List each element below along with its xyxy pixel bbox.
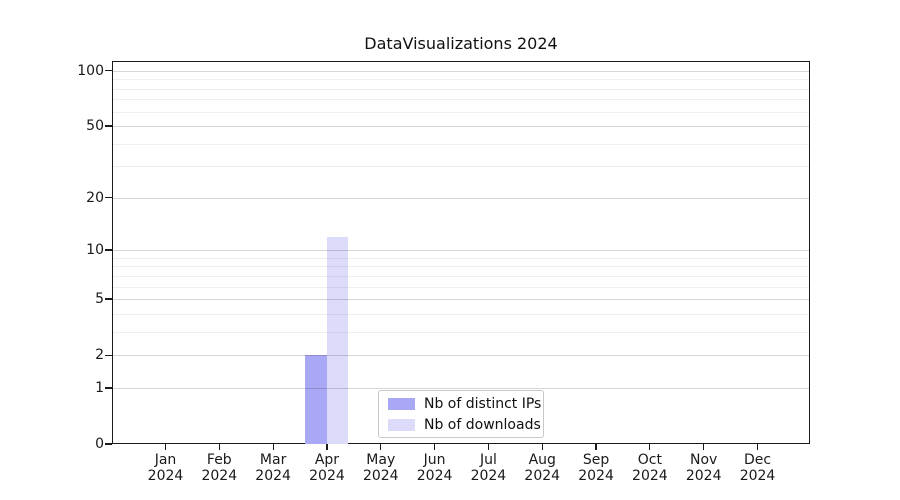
gridline-minor <box>113 88 809 90</box>
x-tick-label: Mar 2024 <box>241 452 305 484</box>
x-tick-month: Apr <box>314 452 340 468</box>
legend-swatch <box>388 397 415 410</box>
x-tick-year: 2024 <box>416 468 453 484</box>
y-tick-label: 0 <box>95 436 104 452</box>
bar-nb-of-downloads-apr <box>326 236 349 444</box>
chart-title: DataVisualizations 2024 <box>364 34 558 53</box>
y-tick-mark <box>105 70 112 72</box>
gridline-minor <box>113 286 809 288</box>
y-tick-label: 100 <box>77 62 104 79</box>
gridline-major <box>113 125 809 127</box>
x-tick-mark <box>164 444 167 450</box>
x-tick-label: Nov 2024 <box>672 452 736 484</box>
x-tick-month: Jun <box>423 452 446 468</box>
gridline-minor <box>113 266 809 268</box>
gridline-major <box>113 355 809 357</box>
x-tick-year: 2024 <box>201 468 238 484</box>
gridline-major <box>113 197 809 199</box>
y-tick-label: 5 <box>95 291 104 308</box>
x-tick-mark <box>380 444 382 450</box>
x-tick-label: Jun 2024 <box>403 452 467 484</box>
x-tick-month: Feb <box>206 452 232 468</box>
legend-item: Nb of downloads <box>388 417 541 433</box>
gridline-minor <box>113 331 809 333</box>
x-tick-month: Dec <box>743 452 772 468</box>
legend-item: Nb of distinct IPs <box>388 396 541 412</box>
x-tick-label: Oct 2024 <box>618 452 682 484</box>
x-tick-year: 2024 <box>739 468 776 484</box>
x-tick-mark <box>541 444 543 450</box>
y-tick-mark <box>105 354 112 356</box>
x-tick-month: Sep <box>582 452 610 468</box>
gridline-minor <box>113 79 809 81</box>
y-tick-mark <box>105 197 112 199</box>
x-tick-mark <box>649 444 651 450</box>
x-tick-mark <box>218 444 220 450</box>
x-tick-mark <box>434 444 436 450</box>
y-tick-label: 10 <box>86 242 104 259</box>
gridline-minor <box>113 257 809 259</box>
gridline-minor <box>113 313 809 315</box>
y-tick-mark <box>105 298 112 300</box>
x-tick-year: 2024 <box>147 468 184 484</box>
x-tick-mark <box>487 444 489 450</box>
y-tick-label: 2 <box>95 347 104 364</box>
x-tick-label: Feb 2024 <box>187 452 251 484</box>
y-tick-label: 50 <box>86 117 104 134</box>
gridline-major <box>113 299 809 301</box>
plot-area <box>112 61 810 444</box>
x-tick-year: 2024 <box>255 468 291 484</box>
x-tick-year: 2024 <box>362 468 399 484</box>
x-tick-label: Aug 2024 <box>510 452 574 484</box>
y-tick-mark <box>105 443 112 445</box>
x-tick-mark <box>703 444 705 450</box>
x-tick-month: Jul <box>479 452 497 468</box>
gridline-major <box>113 250 809 252</box>
gridline-minor <box>113 275 809 277</box>
x-tick-month: Mar <box>259 452 287 468</box>
x-tick-year: 2024 <box>685 468 722 484</box>
gridline-minor <box>113 166 809 168</box>
x-tick-label: Apr 2024 <box>295 452 359 484</box>
legend-label: Nb of distinct IPs <box>424 395 542 412</box>
x-tick-label: Jul 2024 <box>456 452 520 484</box>
legend-label: Nb of downloads <box>424 416 541 433</box>
x-tick-label: May 2024 <box>349 452 413 484</box>
y-tick-mark <box>105 249 112 251</box>
x-tick-year: 2024 <box>309 468 345 484</box>
x-tick-mark <box>326 444 328 450</box>
x-tick-month: May <box>366 452 396 468</box>
x-tick-year: 2024 <box>632 468 668 484</box>
x-tick-year: 2024 <box>524 468 561 484</box>
x-tick-label: Jan 2024 <box>134 452 198 484</box>
x-tick-month: Oct <box>637 452 662 468</box>
legend: Nb of distinct IPs Nb of downloads <box>378 390 544 438</box>
x-tick-mark <box>272 444 274 450</box>
x-tick-month: Nov <box>690 452 718 468</box>
legend-swatch <box>388 418 415 431</box>
x-tick-year: 2024 <box>470 468 507 484</box>
x-tick-mark <box>756 444 759 450</box>
y-tick-label: 1 <box>95 379 104 396</box>
x-tick-label: Sep 2024 <box>564 452 628 484</box>
x-tick-year: 2024 <box>578 468 614 484</box>
gridline-major <box>113 387 809 389</box>
x-tick-month: Aug <box>528 452 556 468</box>
bar-nb-of-distinct-ips-apr <box>305 355 327 444</box>
gridline-minor <box>113 143 809 145</box>
y-tick-label: 20 <box>86 189 104 206</box>
x-tick-label: Dec 2024 <box>726 452 790 484</box>
y-tick-mark <box>105 125 112 127</box>
x-tick-mark <box>595 444 597 450</box>
gridline-major <box>113 70 809 72</box>
y-tick-mark <box>105 387 112 389</box>
gridline-minor <box>113 111 809 113</box>
gridline-minor <box>113 99 809 101</box>
x-tick-month: Jan <box>154 452 177 468</box>
